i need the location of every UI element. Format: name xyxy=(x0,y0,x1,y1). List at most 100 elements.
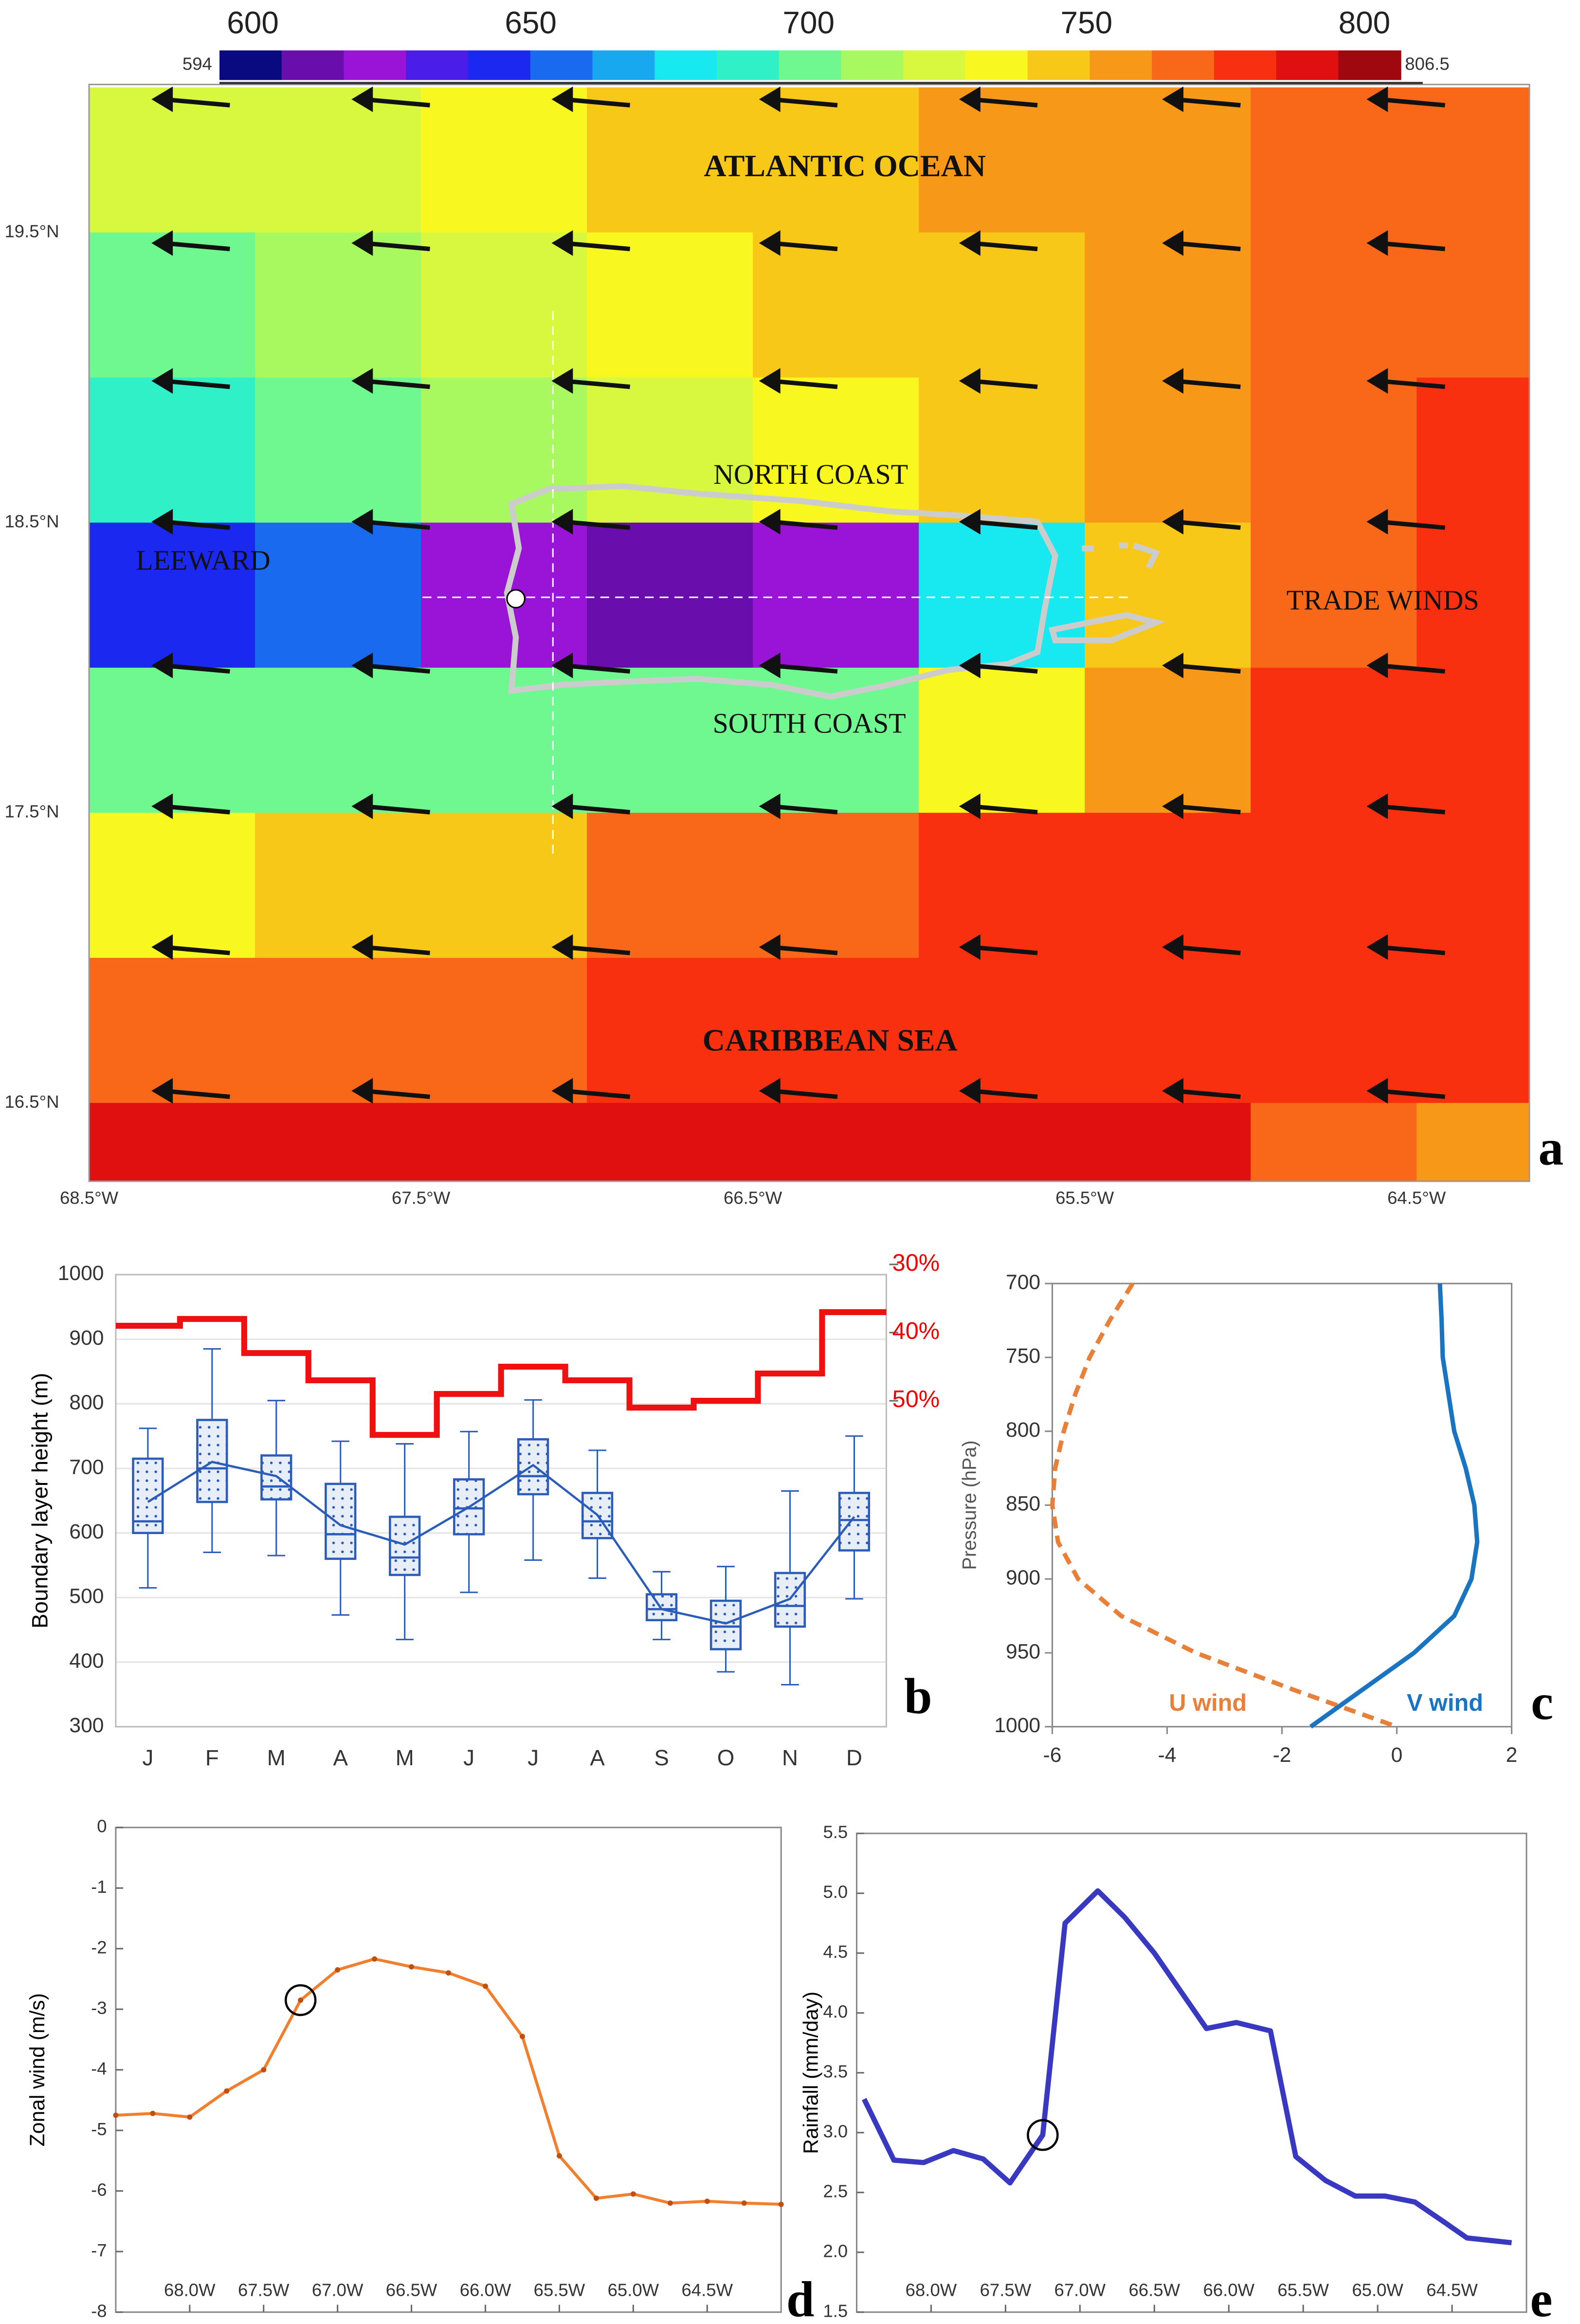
box xyxy=(709,1599,742,1650)
wind-arrow xyxy=(551,86,631,112)
y2-tick-label: 50% xyxy=(892,1386,940,1412)
wind-arrow xyxy=(1162,368,1241,394)
data-line xyxy=(862,1888,1512,2246)
y-tick-label: 1000 xyxy=(994,1714,1040,1737)
x-tick-label: 68.5°W xyxy=(60,1188,119,1208)
data-point xyxy=(630,2191,636,2197)
y-tick-label: -7 xyxy=(91,2240,107,2260)
contour-cell xyxy=(753,958,920,1104)
contour-cell xyxy=(919,1103,1086,1182)
y-tick-label: -1 xyxy=(91,1877,107,1897)
x-tick-label: -4 xyxy=(1158,1743,1177,1767)
map-label: ATLANTIC OCEAN xyxy=(704,148,986,183)
contour-cell xyxy=(1417,812,1530,959)
x-tick-label: 66.5W xyxy=(1129,2280,1180,2300)
wind-arrow xyxy=(1162,230,1241,256)
profile-line xyxy=(1050,1282,1398,1729)
map-label: NORTH COAST xyxy=(713,458,908,490)
contour-cell xyxy=(1085,522,1252,669)
y-tick-label: 3.0 xyxy=(823,2121,848,2141)
colorbar-tick-label: 600 xyxy=(227,5,279,40)
contour-cell xyxy=(1417,377,1530,524)
wind-arrow xyxy=(1366,509,1445,535)
contour-cell xyxy=(753,232,920,379)
y-tick-label: 4.5 xyxy=(823,1942,848,1962)
highlight-circle xyxy=(1027,2119,1059,2151)
map-label: TRADE WINDS xyxy=(1287,585,1479,616)
contour-cell xyxy=(587,232,754,379)
contour-cell xyxy=(587,667,754,814)
y-tick-label: -5 xyxy=(91,2119,107,2139)
x-tick-label: 67.5W xyxy=(980,2280,1032,2300)
x-tick-label: -2 xyxy=(1273,1743,1291,1767)
x-tick-label: 66.0W xyxy=(1203,2280,1254,2300)
contour-cell xyxy=(89,667,256,814)
wind-arrow xyxy=(351,368,430,394)
wind-arrow xyxy=(151,86,230,112)
box xyxy=(325,1482,357,1560)
box xyxy=(389,1516,421,1576)
y-tick-label: 900 xyxy=(69,1326,104,1350)
wind-arrow xyxy=(551,793,631,819)
data-point xyxy=(741,2200,747,2206)
data-point xyxy=(667,2200,673,2206)
data-point xyxy=(593,2196,599,2201)
y-axis-label: Pressure (hPa) xyxy=(959,1440,980,1570)
series-label: U wind xyxy=(1169,1690,1247,1716)
contour-cell xyxy=(255,812,422,959)
contour-cell xyxy=(421,377,588,524)
wind-arrow xyxy=(759,509,838,535)
contour-cell xyxy=(255,522,422,669)
x-tick-label: 68.0W xyxy=(164,2280,216,2300)
y-tick-label: 3.5 xyxy=(823,2061,848,2081)
x-tick-label: 65.5W xyxy=(1277,2280,1329,2300)
wind-arrow xyxy=(759,230,838,256)
contour-cell xyxy=(919,812,1086,959)
wind-arrow xyxy=(959,652,1038,678)
box xyxy=(838,1492,871,1552)
wind-arrow xyxy=(759,793,838,819)
y-axis-label: Rainfall (mm/day) xyxy=(799,1992,822,2154)
wind-arrow xyxy=(959,509,1038,535)
x-tick-label: 65.5W xyxy=(534,2280,585,2300)
y-tick-label: 1000 xyxy=(58,1262,104,1285)
contour-cell xyxy=(1085,667,1252,814)
y-tick-label: 18.5°N xyxy=(5,511,59,531)
wind-arrow xyxy=(1162,652,1241,678)
contour-cell xyxy=(89,377,256,524)
colorbar-swatch xyxy=(592,50,655,80)
contour-cell xyxy=(587,87,754,234)
data-point xyxy=(113,2112,119,2118)
wind-arrow xyxy=(351,652,430,678)
contour-cell xyxy=(587,812,754,959)
wind-arrow xyxy=(759,934,838,960)
data-point xyxy=(150,2110,156,2116)
wind-arrow xyxy=(959,793,1038,819)
wind-arrow xyxy=(959,934,1038,960)
contour-cell xyxy=(1417,87,1530,234)
data-point xyxy=(372,1956,378,1962)
contour-cell xyxy=(1085,1103,1252,1182)
contour-cell xyxy=(421,232,588,379)
colorbar-tick-label: 700 xyxy=(782,5,835,40)
x-tick-label: 67.0W xyxy=(312,2280,363,2300)
contour-cell xyxy=(421,958,588,1104)
wind-arrow xyxy=(351,509,430,535)
contour-cell xyxy=(255,1103,422,1182)
map-frame xyxy=(88,84,1530,1182)
wind-arrow xyxy=(151,509,230,535)
y-axis-label: Zonal wind (m/s) xyxy=(26,1993,49,2146)
y-tick-label: 950 xyxy=(1006,1640,1040,1663)
contour-cell xyxy=(1417,522,1530,669)
contour-cell xyxy=(753,87,920,234)
x-tick-label: 64.5W xyxy=(682,2280,733,2300)
x-tick-label: O xyxy=(717,1745,735,1770)
y-tick-label: -3 xyxy=(91,1998,107,2018)
contour-cell xyxy=(753,1103,920,1182)
contour-cell xyxy=(587,1103,754,1182)
contour-cell xyxy=(89,522,256,669)
colorbar-min-label: 594 xyxy=(182,54,212,74)
panel-letter: e xyxy=(1530,2272,1552,2324)
contour-field xyxy=(89,87,1530,1182)
